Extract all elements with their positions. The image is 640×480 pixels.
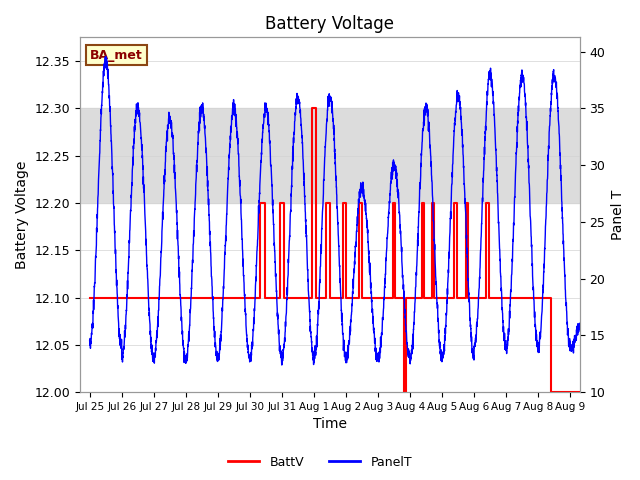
X-axis label: Time: Time bbox=[313, 418, 347, 432]
Legend: BattV, PanelT: BattV, PanelT bbox=[223, 451, 417, 474]
Y-axis label: Battery Voltage: Battery Voltage bbox=[15, 160, 29, 269]
Title: Battery Voltage: Battery Voltage bbox=[266, 15, 394, 33]
Text: BA_met: BA_met bbox=[90, 48, 143, 61]
Bar bbox=[80, 108, 580, 203]
Y-axis label: Panel T: Panel T bbox=[611, 190, 625, 240]
